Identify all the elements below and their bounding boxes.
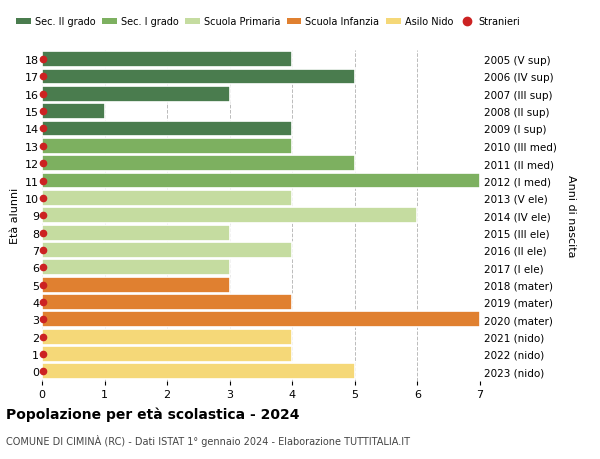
Bar: [42, 277, 230, 293]
Bar: [42, 121, 292, 137]
Bar: [42, 260, 230, 275]
Bar: [42, 225, 230, 241]
Bar: [42, 364, 355, 380]
Bar: [42, 139, 292, 155]
Text: COMUNE DI CIMINÀ (RC) - Dati ISTAT 1° gennaio 2024 - Elaborazione TUTTITALIA.IT: COMUNE DI CIMINÀ (RC) - Dati ISTAT 1° ge…: [6, 434, 410, 446]
Bar: [42, 242, 292, 258]
Text: Popolazione per età scolastica - 2024: Popolazione per età scolastica - 2024: [6, 406, 299, 421]
Bar: [42, 294, 292, 310]
Bar: [42, 69, 355, 85]
Bar: [42, 208, 418, 224]
Bar: [42, 346, 292, 362]
Legend: Sec. II grado, Sec. I grado, Scuola Primaria, Scuola Infanzia, Asilo Nido, Stran: Sec. II grado, Sec. I grado, Scuola Prim…: [16, 17, 520, 28]
Bar: [42, 87, 230, 102]
Y-axis label: Età alunni: Età alunni: [10, 188, 20, 244]
Bar: [42, 173, 480, 189]
Bar: [42, 190, 292, 207]
Bar: [42, 329, 292, 345]
Y-axis label: Anni di nascita: Anni di nascita: [566, 174, 577, 257]
Bar: [42, 104, 104, 120]
Bar: [42, 156, 355, 172]
Bar: [42, 52, 292, 68]
Bar: [42, 312, 480, 328]
